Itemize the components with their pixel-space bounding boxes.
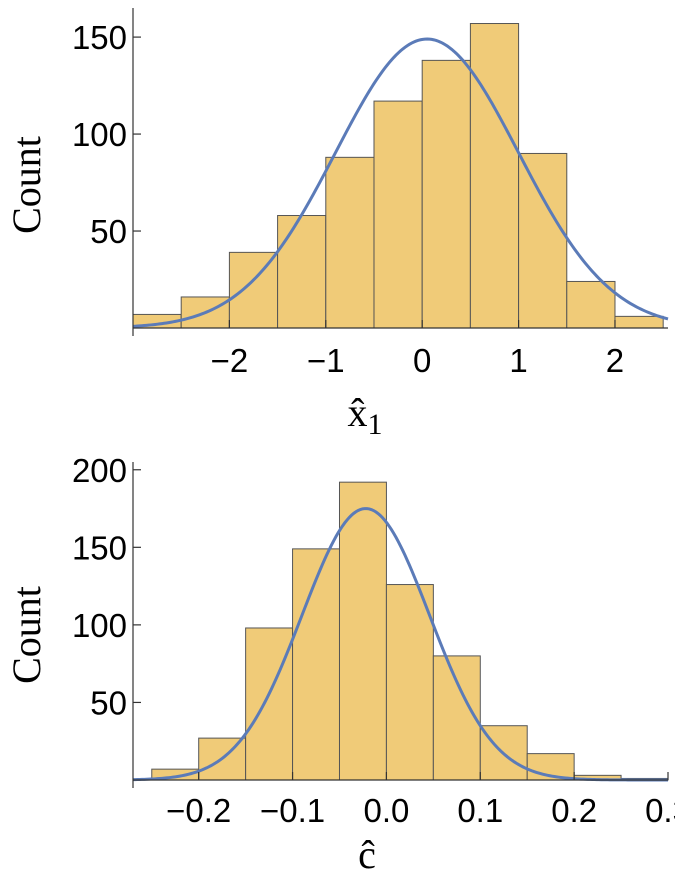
histogram-x1-density-curve bbox=[132, 37, 669, 328]
histogram-x1-bar-5 bbox=[373, 100, 423, 329]
histogram-x1-y-tick-label-2: 150 bbox=[72, 19, 127, 56]
histogram-c-x-axis-title: ĉ bbox=[358, 832, 376, 877]
histogram-x1-x-tick-label-3: 1 bbox=[509, 342, 527, 379]
histogram-c-y-tick-label-0: 50 bbox=[90, 684, 127, 721]
histogram-x1-bars bbox=[132, 23, 664, 329]
histogram-x1-y-ticks: 50 100 150 bbox=[72, 19, 141, 250]
histogram-c-x-tick-label-5: 0.3 bbox=[645, 792, 675, 829]
histogram-x1-x-tick-label-2: 0 bbox=[413, 342, 431, 379]
histogram-c-bars bbox=[151, 481, 669, 781]
histogram-x1-bar-2 bbox=[228, 251, 279, 329]
histogram-x1-bar-10 bbox=[614, 315, 664, 329]
histogram-c-bar-2 bbox=[245, 627, 294, 781]
histogram-c-density-curve bbox=[132, 507, 668, 782]
histogram-x1-y-tick-label-0: 50 bbox=[90, 213, 127, 250]
histogram-x1-x-ticks: −2 −1 0 1 2 bbox=[211, 320, 624, 379]
histogram-x1-bar-9 bbox=[566, 280, 616, 329]
histogram-c: 50 100 150 200 −0.2 −0.1 0.0 0.1 0.2 0.3 Count ĉ bbox=[4, 452, 675, 877]
histogram-c-bar-6 bbox=[432, 655, 481, 781]
histogram-c-bar-3 bbox=[292, 548, 340, 781]
histogram-c-x-tick-label-4: 0.2 bbox=[551, 792, 597, 829]
histogram-x1-y-axis-title: Count bbox=[4, 136, 49, 234]
histogram-x1-x-tick-label-1: −1 bbox=[307, 342, 345, 379]
histogram-x1-x-tick-label-4: 2 bbox=[606, 342, 624, 379]
histogram-c-y-tick-label-3: 200 bbox=[72, 452, 127, 489]
histogram-x1-bar-8 bbox=[518, 152, 568, 329]
histogram-c-bar-4 bbox=[338, 481, 387, 781]
histogram-x1-bar-3 bbox=[277, 215, 327, 329]
histogram-x1-y-tick-label-1: 100 bbox=[72, 116, 127, 153]
histogram-c-bar-5 bbox=[385, 584, 434, 781]
histogram-c-y-tick-label-1: 100 bbox=[72, 607, 127, 644]
histogram-x1-x-tick-label-0: −2 bbox=[211, 342, 249, 379]
histogram-x1-bar-6 bbox=[421, 59, 471, 329]
histogram-x1-x-axis-title: x̂1 bbox=[348, 390, 383, 441]
histogram-c-y-ticks: 50 100 150 200 bbox=[72, 452, 141, 721]
histogram-x1-bar-4 bbox=[325, 156, 375, 329]
histogram-x1-bar-7 bbox=[469, 23, 520, 329]
histogram-x1: 50 100 150 −2 −1 0 1 2 Count x̂1 bbox=[4, 8, 669, 441]
histogram-c-x-ticks: −0.2 −0.1 0.0 0.1 0.2 0.3 bbox=[166, 772, 675, 829]
histogram-c-y-axis-title: Count bbox=[4, 586, 49, 684]
histogram-c-x-tick-label-0: −0.2 bbox=[166, 792, 231, 829]
histogram-c-x-tick-label-1: −0.1 bbox=[260, 792, 325, 829]
histogram-c-x-tick-label-2: 0.0 bbox=[363, 792, 409, 829]
histogram-c-y-tick-label-2: 150 bbox=[72, 529, 127, 566]
histogram-c-x-tick-label-3: 0.1 bbox=[457, 792, 503, 829]
